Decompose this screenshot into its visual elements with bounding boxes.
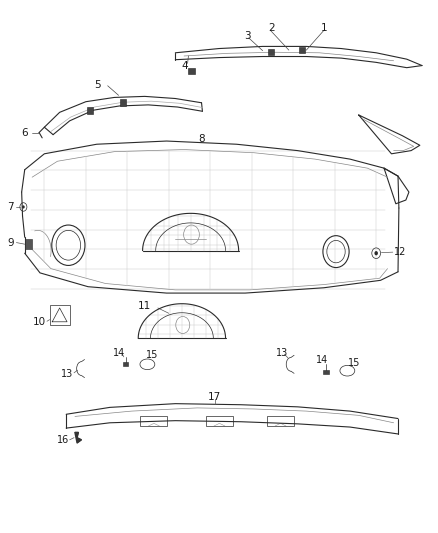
Text: 13: 13 bbox=[276, 348, 289, 358]
Text: 16: 16 bbox=[57, 435, 69, 445]
Bar bbox=[323, 369, 328, 374]
Bar bbox=[49, 305, 70, 325]
Text: 12: 12 bbox=[394, 247, 406, 256]
Text: 3: 3 bbox=[244, 31, 251, 41]
Circle shape bbox=[22, 205, 25, 208]
Circle shape bbox=[374, 251, 378, 255]
Text: 15: 15 bbox=[146, 350, 159, 360]
Text: 6: 6 bbox=[21, 127, 28, 138]
Bar bbox=[141, 416, 167, 426]
Bar bbox=[188, 68, 194, 74]
Text: 2: 2 bbox=[268, 23, 275, 34]
Bar bbox=[87, 107, 93, 114]
Bar bbox=[25, 239, 32, 249]
Bar bbox=[268, 49, 275, 55]
Text: 8: 8 bbox=[198, 134, 205, 144]
Bar bbox=[206, 416, 233, 426]
Bar bbox=[120, 99, 126, 106]
Text: 14: 14 bbox=[113, 348, 126, 358]
Text: 1: 1 bbox=[321, 23, 327, 34]
Text: 15: 15 bbox=[348, 358, 360, 368]
Text: 14: 14 bbox=[315, 354, 328, 365]
Bar bbox=[123, 362, 128, 367]
Text: 4: 4 bbox=[182, 61, 188, 70]
Text: 11: 11 bbox=[138, 301, 152, 311]
Text: 5: 5 bbox=[94, 80, 101, 90]
Text: 9: 9 bbox=[7, 238, 14, 247]
Text: 13: 13 bbox=[61, 369, 73, 379]
Text: 7: 7 bbox=[7, 202, 14, 212]
Polygon shape bbox=[75, 432, 81, 443]
Text: 17: 17 bbox=[208, 392, 221, 402]
Bar bbox=[267, 416, 294, 426]
Bar bbox=[299, 47, 305, 53]
Text: 10: 10 bbox=[32, 317, 46, 327]
